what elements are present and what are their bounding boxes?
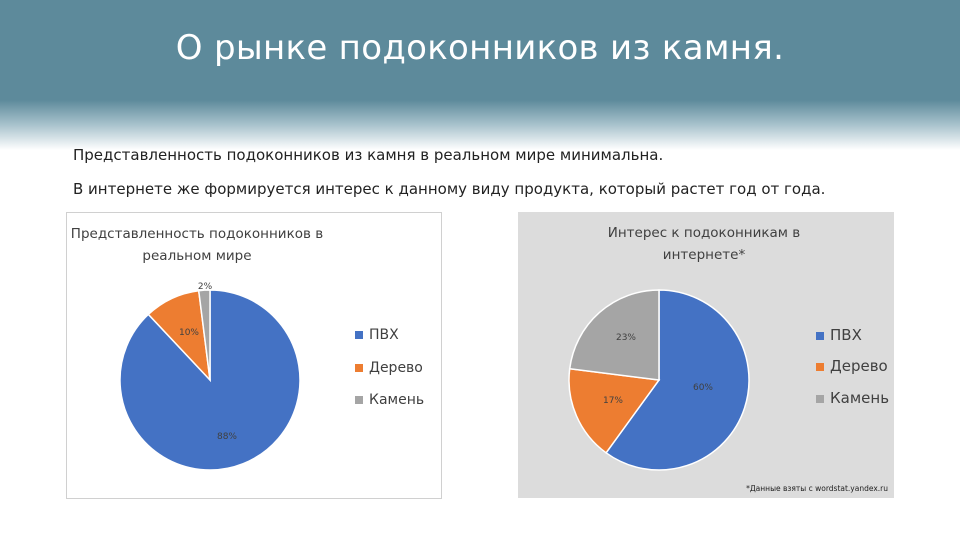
chart-panel-real-world: Представленность подоконников в реальном … <box>66 212 442 499</box>
pie-slice-пвх <box>605 289 750 471</box>
legend-swatch-дерево <box>355 364 363 372</box>
legend-swatch-дерево <box>816 363 824 371</box>
slide-title: О рынке подоконников из камня. <box>175 28 785 68</box>
text-line-2: В интернете же формируется интерес к дан… <box>73 180 826 198</box>
chart-title-line: Представленность подоконников в <box>71 226 323 242</box>
chart-footnote: *Данные взяты с wordstat.yandex.ru <box>746 484 888 493</box>
legend-label-дерево: Дерево <box>830 357 888 375</box>
legend-swatch-пвх <box>816 332 824 340</box>
data-label-дерево: 17% <box>603 396 623 406</box>
data-label-пвх: 60% <box>693 383 713 393</box>
pie-chart-internet: Интерес к подоконникам в интернете* 60% 17%… <box>568 225 889 493</box>
data-label-камень: 23% <box>616 333 636 343</box>
pie-slice-дерево <box>568 367 661 454</box>
text-line-1: Представленность подоконников из камня в… <box>73 146 664 164</box>
chart-panel-internet: Интерес к подоконникам в интернете* 60% 17%… <box>518 212 894 498</box>
pie-slice-камень <box>197 289 211 381</box>
pie-slice-камень <box>568 289 660 381</box>
legend-label-пвх: ПВХ <box>830 326 862 344</box>
legend-label-камень: Камень <box>830 389 889 407</box>
legend-swatch-камень <box>816 395 824 403</box>
data-label-пвх: 88% <box>217 432 237 442</box>
data-label-дерево: 10% <box>179 328 199 338</box>
legend-swatch-камень <box>355 396 363 404</box>
pie-chart-real-world: Представленность подоконников в реальном … <box>71 226 424 471</box>
legend-label-пвх: ПВХ <box>369 327 399 343</box>
data-label-камень: 2% <box>198 282 213 292</box>
chart-title-line: интернете* <box>663 247 746 263</box>
legend-label-дерево: Дерево <box>369 360 423 376</box>
chart-title-line: Интерес к подоконникам в <box>608 225 801 241</box>
title-banner <box>0 0 960 150</box>
legend-label-камень: Камень <box>369 392 424 408</box>
legend-swatch-пвх <box>355 331 363 339</box>
chart-title-line: реальном мире <box>142 248 251 264</box>
